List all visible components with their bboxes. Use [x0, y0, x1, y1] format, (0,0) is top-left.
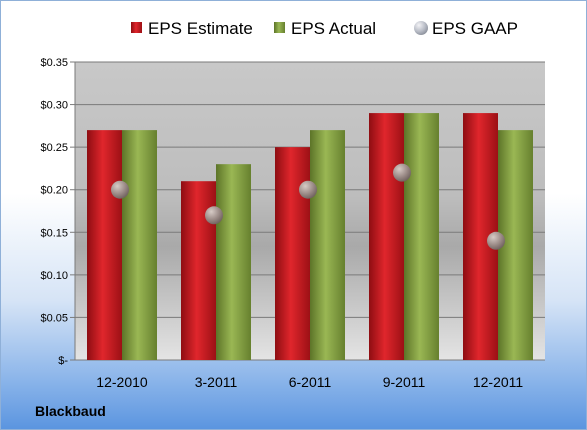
bar-eps-estimate: [275, 147, 310, 360]
x-tick-label: 3-2011: [195, 374, 238, 390]
y-tick-label: $0.35: [40, 57, 68, 69]
gaap-points: [111, 163, 505, 250]
legend-label: EPS Estimate: [148, 19, 253, 38]
legend-swatch-eps-estimate: [131, 22, 142, 33]
y-tick-label: $0.25: [40, 142, 68, 154]
bar-eps-actual: [216, 164, 251, 360]
y-tick-label: $0.20: [40, 185, 68, 197]
x-tick-label: 12-2010: [96, 374, 148, 390]
y-tick-label: $0.10: [40, 270, 68, 282]
y-tick-label: $-: [58, 355, 68, 367]
legend-label: EPS GAAP: [432, 19, 518, 38]
bars: [87, 113, 533, 360]
point-eps-gaap: [111, 180, 129, 199]
y-tick-label: $0.30: [40, 100, 68, 112]
bar-eps-actual: [122, 130, 157, 360]
legend-label: EPS Actual: [291, 19, 376, 38]
x-tick-label: 9-2011: [383, 374, 426, 390]
legend: EPS Estimate EPS Actual EPS GAAP: [131, 19, 518, 38]
bar-eps-actual: [310, 130, 345, 360]
point-eps-gaap: [299, 180, 317, 199]
y-tick-label: $0.05: [40, 312, 68, 324]
bar-eps-estimate: [87, 130, 122, 360]
legend-swatch-eps-actual: [274, 22, 285, 33]
bar-eps-actual: [404, 113, 439, 360]
bar-eps-estimate: [369, 113, 404, 360]
point-eps-gaap: [205, 206, 223, 225]
legend-swatch-eps-gaap: [414, 21, 428, 35]
point-eps-gaap: [393, 163, 411, 182]
point-eps-gaap: [487, 231, 505, 250]
y-tick-label: $0.15: [40, 227, 68, 239]
x-axis: 12-2010 3-2011 6-2011 9-2011 12-2011: [96, 374, 523, 390]
x-tick-label: 12-2011: [473, 374, 524, 390]
company-name: Blackbaud: [35, 403, 106, 419]
x-tick-label: 6-2011: [289, 374, 332, 390]
